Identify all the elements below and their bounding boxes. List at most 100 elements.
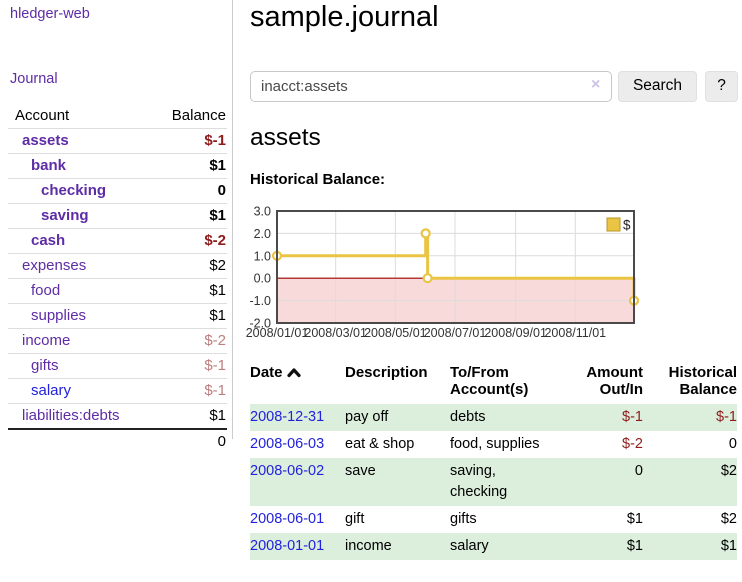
sidebar-account-row: salary $-1 (8, 378, 227, 404)
sidebar-account-row: checking 0 (8, 178, 227, 204)
help-button[interactable]: ? (705, 71, 738, 102)
sidebar-account-balance: $-1 (154, 378, 227, 404)
transaction-date-link[interactable]: 2008-06-01 (250, 511, 325, 527)
page-title: sample.journal (250, 1, 439, 33)
x-axis-tick-label: 2008/03/01 (304, 326, 367, 340)
sort-ascending-icon (286, 365, 301, 382)
sidebar-account-balance: $-1 (154, 353, 227, 379)
sidebar-account-link[interactable]: food (31, 282, 61, 299)
transaction-description: gift (345, 511, 365, 527)
transaction-row: 2008-12-31 pay off debts $-1 $-1 (250, 404, 737, 431)
sidebar-account-link[interactable]: bank (31, 157, 67, 174)
register-table: Date Description To/From Account(s) Amou… (250, 362, 737, 560)
transaction-description: eat & shop (345, 436, 415, 452)
balance-column-header: Balance (171, 107, 226, 124)
x-axis-tick-label: 2008/05/01 (364, 326, 427, 340)
transaction-row: 2008-01-01 income salary $1 $1 (250, 533, 737, 560)
x-axis-tick-label: 2008/01/01 (246, 326, 309, 340)
sidebar: hledger-web Journal Account Balance asse… (0, 0, 232, 453)
sidebar-divider (232, 0, 233, 439)
x-axis-tick-label: 2008/09/01 (484, 326, 547, 340)
y-axis-tick-label: 2.0 (254, 227, 271, 241)
data-point-marker (420, 228, 431, 239)
sidebar-account-link[interactable]: income (22, 332, 71, 349)
transaction-date-link[interactable]: 2008-12-31 (250, 409, 325, 425)
sidebar-account-balance: $1 (154, 153, 227, 179)
transaction-row: 2008-06-02 save saving, checking 0 $2 (250, 458, 737, 506)
transaction-amount: $-1 (622, 409, 643, 425)
data-point-marker (422, 273, 433, 284)
transaction-balance: $-1 (716, 409, 737, 425)
x-axis-tick-label: 2008/11/01 (544, 326, 606, 340)
transaction-amount: 0 (634, 463, 643, 479)
sidebar-account-row: food $1 (8, 278, 227, 304)
sidebar-account-link[interactable]: saving (41, 207, 89, 224)
transaction-date-link[interactable]: 2008-06-03 (250, 436, 325, 452)
search-form: × Search ? (250, 71, 742, 102)
y-axis-tick-label: 3.0 (254, 205, 271, 219)
transaction-description: income (345, 538, 392, 554)
sidebar-account-row: saving $1 (8, 203, 227, 229)
sidebar-account-row: income $-2 (8, 328, 227, 354)
sidebar-account-balance: $1 (154, 303, 227, 329)
amount-column-header: Amount Out/In (586, 364, 643, 398)
sidebar-account-link[interactable]: liabilities:debts (22, 407, 120, 424)
account-heading: assets (250, 124, 321, 151)
transaction-row: 2008-06-03 eat & shop food, supplies $-2 0 (250, 431, 737, 458)
sidebar-account-row: assets $-1 (8, 128, 227, 154)
transaction-accounts: gifts (450, 511, 477, 527)
sidebar-account-balance: $-2 (154, 328, 227, 354)
sidebar-account-link[interactable]: assets (22, 132, 69, 149)
sidebar-account-link[interactable]: gifts (31, 357, 59, 374)
accounts-total-value: 0 (154, 428, 227, 453)
description-column-header: Description (345, 364, 428, 381)
y-axis-tick-label: 0.0 (254, 272, 271, 286)
sidebar-account-link[interactable]: cash (31, 232, 66, 249)
transaction-amount: $1 (626, 511, 643, 527)
sidebar-account-balance: $2 (154, 253, 227, 279)
transaction-amount: $-2 (622, 436, 643, 452)
sidebar-account-link[interactable]: supplies (31, 307, 87, 324)
clear-search-icon[interactable]: × (591, 76, 601, 93)
sidebar-account-balance: 0 (154, 178, 227, 204)
sidebar-account-balance: $1 (154, 203, 227, 229)
app-brand-link[interactable]: hledger-web (10, 6, 90, 22)
sidebar-account-row: expenses $2 (8, 253, 227, 279)
transaction-balance: $2 (720, 511, 737, 527)
sidebar-account-balance: $1 (154, 403, 227, 429)
search-button[interactable]: Search (618, 71, 697, 102)
sidebar-account-link[interactable]: checking (41, 182, 107, 199)
transaction-balance: 0 (728, 436, 737, 452)
sidebar-account-row: supplies $1 (8, 303, 227, 329)
sidebar-account-row: cash $-2 (8, 228, 227, 254)
chart-title: Historical Balance: (250, 171, 386, 188)
transaction-date-link[interactable]: 2008-01-01 (250, 538, 325, 554)
account-column-header: Account (15, 107, 70, 124)
date-column-header[interactable]: Date (250, 362, 345, 404)
tofrom-column-header: To/From Account(s) (450, 364, 529, 398)
y-axis-tick-label: -2.0 (249, 317, 271, 331)
search-input[interactable] (250, 71, 612, 102)
y-axis-tick-label: 1.0 (254, 249, 271, 263)
accounts-table-header: Account Balance (8, 104, 227, 129)
sidebar-account-balance: $1 (154, 278, 227, 304)
sidebar-account-row: gifts $-1 (8, 353, 227, 379)
transaction-date-link[interactable]: 2008-06-02 (250, 463, 325, 479)
transaction-accounts: salary (450, 538, 489, 554)
sidebar-account-link[interactable]: expenses (22, 257, 87, 274)
sidebar-account-balance: $-1 (154, 128, 227, 154)
y-axis-tick-label: -1.0 (249, 294, 271, 308)
transaction-row: 2008-06-01 gift gifts $1 $2 (250, 506, 737, 533)
sidebar-item-journal[interactable]: Journal (10, 71, 58, 87)
transaction-accounts: food, supplies (450, 436, 540, 452)
sidebar-account-row: liabilities:debts $1 (8, 403, 227, 429)
transaction-description: pay off (345, 409, 389, 425)
register-header-row: Date Description To/From Account(s) Amou… (250, 362, 737, 404)
balance-column-header-main: Historical Balance (668, 364, 737, 398)
sidebar-account-link[interactable]: salary (31, 382, 72, 399)
legend-swatch (606, 217, 621, 232)
transaction-accounts: saving, checking (450, 463, 508, 500)
plot-border (276, 210, 635, 324)
legend-label: $ (623, 218, 631, 233)
sidebar-account-balance: $-2 (154, 228, 227, 254)
